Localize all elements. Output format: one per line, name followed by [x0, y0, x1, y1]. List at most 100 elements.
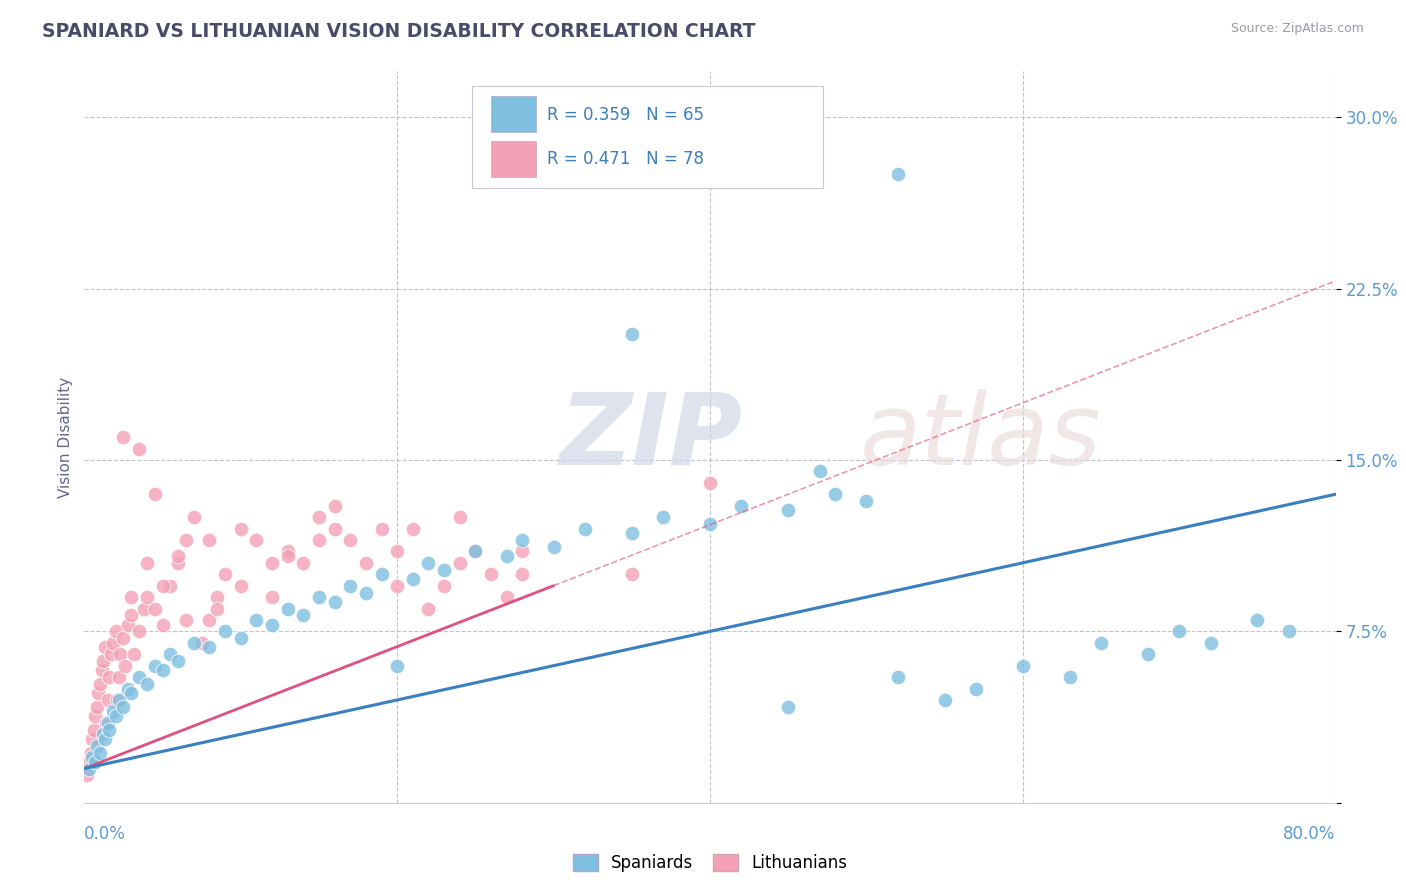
Point — [620, 327, 643, 342]
Point — [136, 590, 159, 604]
Legend: Spaniards, Lithuanians: Spaniards, Lithuanians — [565, 847, 855, 879]
Point — [245, 613, 267, 627]
Point — [159, 579, 181, 593]
Point — [112, 430, 135, 444]
Point — [512, 544, 534, 558]
Point — [128, 670, 150, 684]
Point — [96, 715, 118, 730]
Point — [433, 563, 456, 577]
Point — [339, 533, 361, 547]
Point — [89, 746, 111, 760]
Point — [87, 686, 110, 700]
Point — [699, 516, 721, 531]
Point — [82, 731, 104, 746]
Point — [652, 510, 675, 524]
Point — [262, 556, 284, 570]
Point — [339, 579, 361, 593]
Point — [114, 658, 136, 673]
Point — [402, 521, 425, 535]
Point — [512, 533, 534, 547]
Point — [84, 709, 107, 723]
Point — [77, 762, 100, 776]
Point — [479, 567, 502, 582]
Point — [198, 613, 221, 627]
Point — [778, 503, 800, 517]
Text: 80.0%: 80.0% — [1284, 825, 1336, 843]
Point — [152, 663, 174, 677]
Point — [117, 617, 139, 632]
Point — [808, 464, 831, 478]
Point — [90, 663, 112, 677]
Point — [778, 699, 800, 714]
Point — [385, 544, 409, 558]
Point — [402, 572, 425, 586]
Point — [620, 567, 643, 582]
Point — [120, 590, 142, 604]
Point — [1012, 658, 1035, 673]
Point — [120, 608, 142, 623]
Point — [262, 590, 284, 604]
Point — [107, 670, 129, 684]
Point — [167, 556, 190, 570]
Point — [98, 670, 121, 684]
Point — [76, 768, 98, 782]
Point — [91, 654, 114, 668]
Y-axis label: Vision Disability: Vision Disability — [58, 376, 73, 498]
Point — [101, 705, 124, 719]
Point — [97, 693, 120, 707]
Point — [128, 442, 150, 456]
Point — [229, 521, 252, 535]
Point — [292, 608, 315, 623]
Point — [855, 494, 877, 508]
Point — [277, 601, 299, 615]
Point — [198, 533, 221, 547]
Point — [110, 647, 132, 661]
Point — [83, 723, 105, 737]
Point — [1136, 647, 1159, 661]
Point — [449, 556, 471, 570]
FancyBboxPatch shape — [491, 96, 536, 132]
Point — [323, 594, 346, 608]
Point — [308, 590, 330, 604]
Point — [93, 731, 115, 746]
Point — [543, 540, 565, 554]
Point — [198, 640, 221, 655]
Point — [104, 709, 127, 723]
Text: SPANIARD VS LITHUANIAN VISION DISABILITY CORRELATION CHART: SPANIARD VS LITHUANIAN VISION DISABILITY… — [42, 22, 755, 41]
Point — [77, 755, 100, 769]
Point — [292, 556, 315, 570]
Point — [143, 487, 166, 501]
Point — [385, 658, 409, 673]
Point — [120, 686, 142, 700]
Point — [229, 632, 252, 646]
Point — [174, 533, 197, 547]
Point — [308, 533, 330, 547]
Point — [86, 739, 108, 753]
Point — [214, 624, 236, 639]
Point — [385, 579, 409, 593]
Point — [82, 750, 104, 764]
Point — [620, 526, 643, 541]
Text: 0.0%: 0.0% — [84, 825, 127, 843]
Point — [1278, 624, 1301, 639]
Point — [354, 585, 377, 599]
Point — [143, 601, 166, 615]
Point — [323, 521, 346, 535]
Text: R = 0.471   N = 78: R = 0.471 N = 78 — [547, 150, 704, 168]
Point — [370, 567, 392, 582]
Point — [124, 647, 146, 661]
Point — [91, 727, 114, 741]
Point — [730, 499, 752, 513]
Point — [101, 636, 124, 650]
Point — [159, 647, 181, 661]
FancyBboxPatch shape — [472, 86, 823, 188]
Point — [183, 636, 205, 650]
FancyBboxPatch shape — [491, 141, 536, 177]
Text: ZIP: ZIP — [560, 389, 742, 485]
Text: Source: ZipAtlas.com: Source: ZipAtlas.com — [1230, 22, 1364, 36]
Point — [167, 654, 190, 668]
Point — [1168, 624, 1191, 639]
Point — [112, 632, 135, 646]
Point — [107, 693, 129, 707]
Point — [174, 613, 197, 627]
